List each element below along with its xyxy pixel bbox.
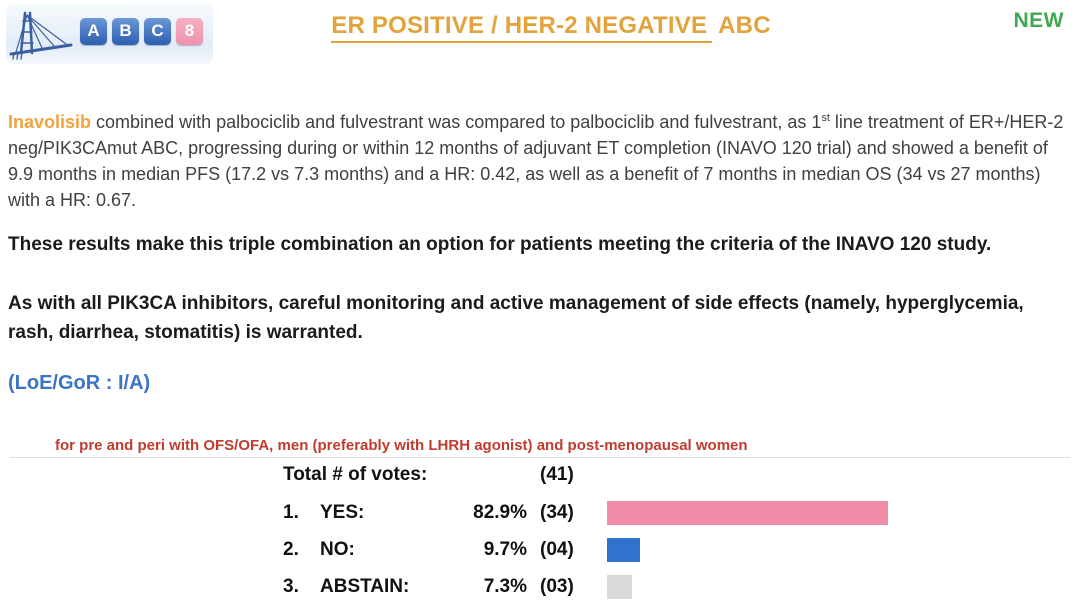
summary-text-1: combined with palbociclib and fulvestran… (91, 112, 822, 132)
safety-statement: As with all PIK3CA inhibitors, careful m… (8, 293, 1024, 343)
vote-row-abstain: 3. ABSTAIN: 7.3% (03) (0, 575, 1080, 599)
vote-count: (34) (540, 502, 574, 523)
vote-row-yes: 1. YES: 82.9% (34) (0, 501, 1080, 525)
vote-pct: 7.3% (483, 576, 527, 597)
logo-number-8: 8 (176, 17, 203, 45)
new-badge: NEW (1013, 9, 1064, 32)
bridge-icon (8, 8, 74, 60)
vote-rank: 1. (283, 502, 299, 523)
logo-letter-b: B (112, 17, 139, 45)
recommendation-statement: These results make this triple combinati… (8, 234, 992, 255)
page-title-underlined: ER POSITIVE / HER-2 NEGATIVE (331, 12, 713, 43)
population-note: for pre and peri with OFS/OFA, men (pref… (55, 437, 748, 454)
ordinal-superscript: st (821, 112, 830, 124)
vote-label: YES: (320, 502, 365, 523)
vote-rank: 3. (283, 576, 299, 597)
page-title: ER POSITIVE / HER-2 NEGATIVE ABC (0, 12, 1080, 43)
section-divider (10, 457, 1070, 458)
vote-label: ABSTAIN: (320, 576, 410, 597)
vote-label: NO: (320, 539, 355, 560)
logo-letter-c: C (144, 17, 171, 45)
total-votes-label: Total # of votes: (283, 464, 428, 485)
summary-text-2: line treatment of ER+/HER-2 neg/PIK3CAmu… (8, 112, 1064, 210)
vote-pct: 82.9% (473, 502, 527, 523)
voting-results: Total # of votes: (41) 1. YES: 82.9% (34… (0, 464, 1080, 612)
vote-bar-yes (607, 501, 888, 525)
drug-name-highlight: Inavolisib (8, 112, 92, 132)
vote-pct: 9.7% (483, 539, 527, 560)
vote-row-no: 2. NO: 9.7% (04) (0, 538, 1080, 562)
summary-paragraph: Inavolisib combined with palbociclib and… (8, 105, 1070, 213)
loe-gor-label: (LoE/GoR : I/A) (8, 372, 151, 394)
vote-count: (03) (540, 576, 574, 597)
vote-bar-abstain (607, 575, 632, 599)
vote-bar-no (607, 538, 640, 562)
vote-count: (04) (540, 539, 574, 560)
logo-letter-a: A (80, 17, 107, 45)
vote-rank: 2. (283, 539, 299, 560)
conference-logo: A B C 8 (6, 4, 213, 64)
page-title-suffix: ABC (712, 12, 771, 39)
logo-tiles: A B C 8 (80, 17, 203, 45)
total-votes-count: (41) (540, 464, 574, 485)
total-votes-row: Total # of votes: (41) (0, 464, 1080, 486)
